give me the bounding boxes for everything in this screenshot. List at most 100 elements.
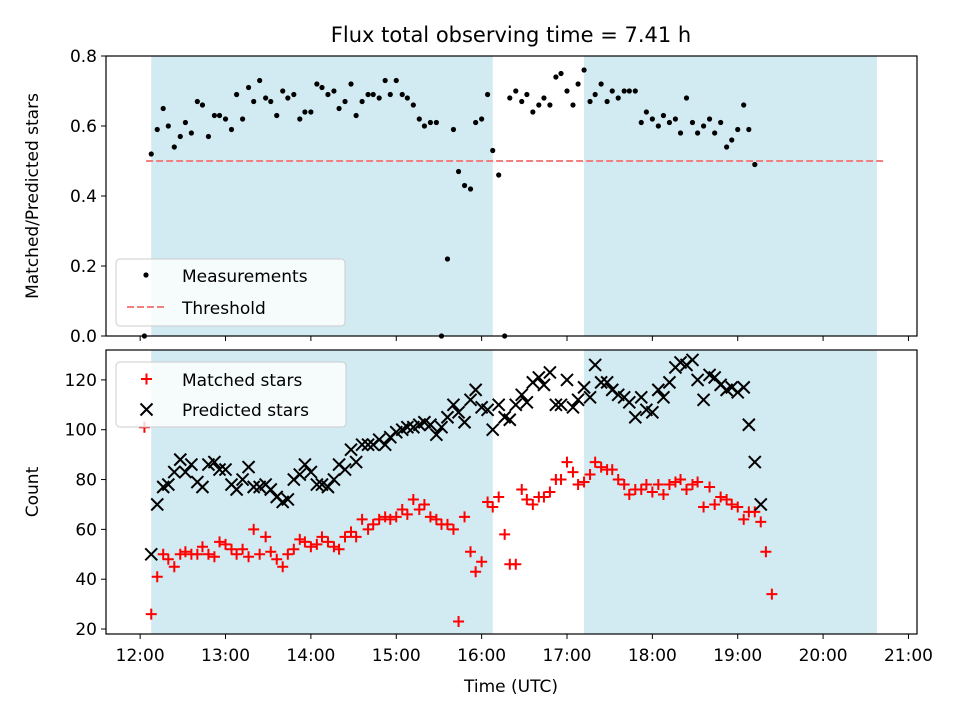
y-tick-label: 0.2 bbox=[70, 257, 97, 277]
measurement-point bbox=[285, 95, 291, 101]
matched-star-point bbox=[208, 551, 220, 563]
matched-star-point bbox=[510, 558, 522, 570]
measurement-point bbox=[507, 95, 513, 101]
matched-star-point bbox=[544, 486, 556, 498]
matched-star-point bbox=[282, 548, 294, 560]
ratio-legend-box bbox=[115, 258, 346, 327]
predicted-star-point bbox=[685, 353, 700, 367]
matched-star-point bbox=[225, 543, 237, 555]
predicted-star-point bbox=[434, 420, 449, 434]
measurement-point bbox=[404, 95, 410, 101]
measurement-point bbox=[604, 98, 610, 105]
measurement-point bbox=[302, 109, 308, 115]
predicted-star-point bbox=[281, 492, 295, 507]
measurement-point bbox=[609, 88, 615, 94]
measurement-point bbox=[638, 119, 644, 126]
predicted-star-point bbox=[543, 365, 557, 380]
x-tick-label: 12:00 bbox=[116, 646, 165, 666]
measurement-point bbox=[342, 98, 348, 105]
predicted-star-point bbox=[480, 403, 495, 417]
predicted-star-point bbox=[451, 405, 466, 419]
matched-star-point bbox=[516, 484, 528, 496]
legend-predicted-label: Predicted stars bbox=[182, 401, 309, 421]
predicted-star-point bbox=[327, 472, 341, 487]
matched-star-point bbox=[578, 476, 590, 488]
predicted-star-point bbox=[707, 370, 722, 385]
matched-star-point bbox=[237, 543, 249, 555]
ratio-panel-y-label: Matched/Predicted stars bbox=[23, 93, 43, 299]
matched-star-point bbox=[459, 511, 471, 523]
measurement-point bbox=[746, 126, 752, 133]
count-panel-y-axis: 20 40 60 80 100 120 bbox=[65, 371, 106, 640]
observing-interval-band bbox=[584, 350, 877, 634]
matched-star-point bbox=[704, 481, 716, 493]
matched-star-point bbox=[487, 501, 499, 513]
matched-star-point bbox=[709, 498, 721, 510]
predicted-star-point bbox=[634, 390, 648, 405]
predicted-star-point bbox=[229, 482, 244, 497]
measurement-point bbox=[399, 91, 405, 98]
measurement-point bbox=[365, 91, 371, 98]
measurement-point bbox=[245, 84, 252, 91]
count-legend-box bbox=[115, 361, 347, 428]
matched-star-point bbox=[584, 469, 596, 481]
matched-star-point bbox=[373, 513, 385, 525]
matched-star-point bbox=[418, 498, 430, 510]
y-tick-label: 80 bbox=[75, 471, 97, 491]
measurement-point bbox=[359, 98, 365, 105]
matched-star-point bbox=[476, 556, 488, 568]
matched-star-point bbox=[635, 484, 647, 496]
matched-star-point bbox=[384, 513, 396, 525]
measurement-point bbox=[182, 119, 188, 126]
measurement-point bbox=[228, 126, 235, 133]
y-tick-label: 60 bbox=[75, 520, 97, 540]
predicted-star-point bbox=[195, 480, 210, 494]
measurement-point bbox=[263, 95, 269, 101]
matched-star-point bbox=[328, 541, 340, 553]
matched-star-point bbox=[538, 491, 550, 503]
figure-title: Flux total observing time = 7.41 h bbox=[331, 23, 691, 47]
measurement-point bbox=[211, 112, 218, 119]
matched-star-point bbox=[766, 588, 778, 600]
measurement-point bbox=[672, 116, 679, 122]
predicted-star-point bbox=[748, 455, 762, 469]
measurement-point bbox=[655, 123, 661, 129]
predicted-star-point bbox=[532, 370, 546, 385]
matched-star-point bbox=[521, 493, 533, 505]
measurement-point bbox=[496, 172, 502, 178]
predicted-star-point bbox=[349, 455, 363, 469]
predicted-star-point bbox=[207, 455, 222, 469]
matched-star-point bbox=[413, 503, 425, 515]
matched-star-point bbox=[726, 498, 738, 510]
measurement-point bbox=[268, 98, 274, 105]
matched-star-point bbox=[555, 474, 567, 486]
measurement-point bbox=[626, 88, 632, 94]
matched-star-point bbox=[652, 479, 664, 491]
predicted-star-point bbox=[150, 497, 164, 512]
measurement-point bbox=[564, 88, 570, 94]
measurement-point bbox=[666, 119, 673, 126]
matched-star-point bbox=[396, 503, 408, 515]
measurement-point bbox=[393, 77, 399, 84]
matched-star-point bbox=[749, 506, 761, 518]
measurement-point bbox=[461, 182, 468, 189]
matched-star-point bbox=[305, 541, 317, 553]
measurement-point bbox=[660, 112, 667, 119]
measurement-point bbox=[530, 109, 536, 115]
predicted-star-point bbox=[662, 375, 677, 390]
measurement-point bbox=[541, 95, 547, 101]
matched-star-point bbox=[527, 498, 539, 510]
measurement-point bbox=[575, 81, 581, 87]
matched-star-point bbox=[470, 566, 482, 578]
measurement-point bbox=[689, 119, 696, 126]
measurement-point bbox=[632, 88, 638, 94]
matched-star-point bbox=[220, 538, 232, 550]
predicted-star-point bbox=[588, 358, 602, 372]
matched-star-point bbox=[191, 548, 203, 560]
predicted-star-point bbox=[537, 378, 551, 392]
matched-star-point bbox=[299, 536, 311, 548]
predicted-star-point bbox=[212, 462, 227, 477]
matched-star-point bbox=[640, 479, 652, 491]
measurement-point bbox=[421, 123, 428, 129]
